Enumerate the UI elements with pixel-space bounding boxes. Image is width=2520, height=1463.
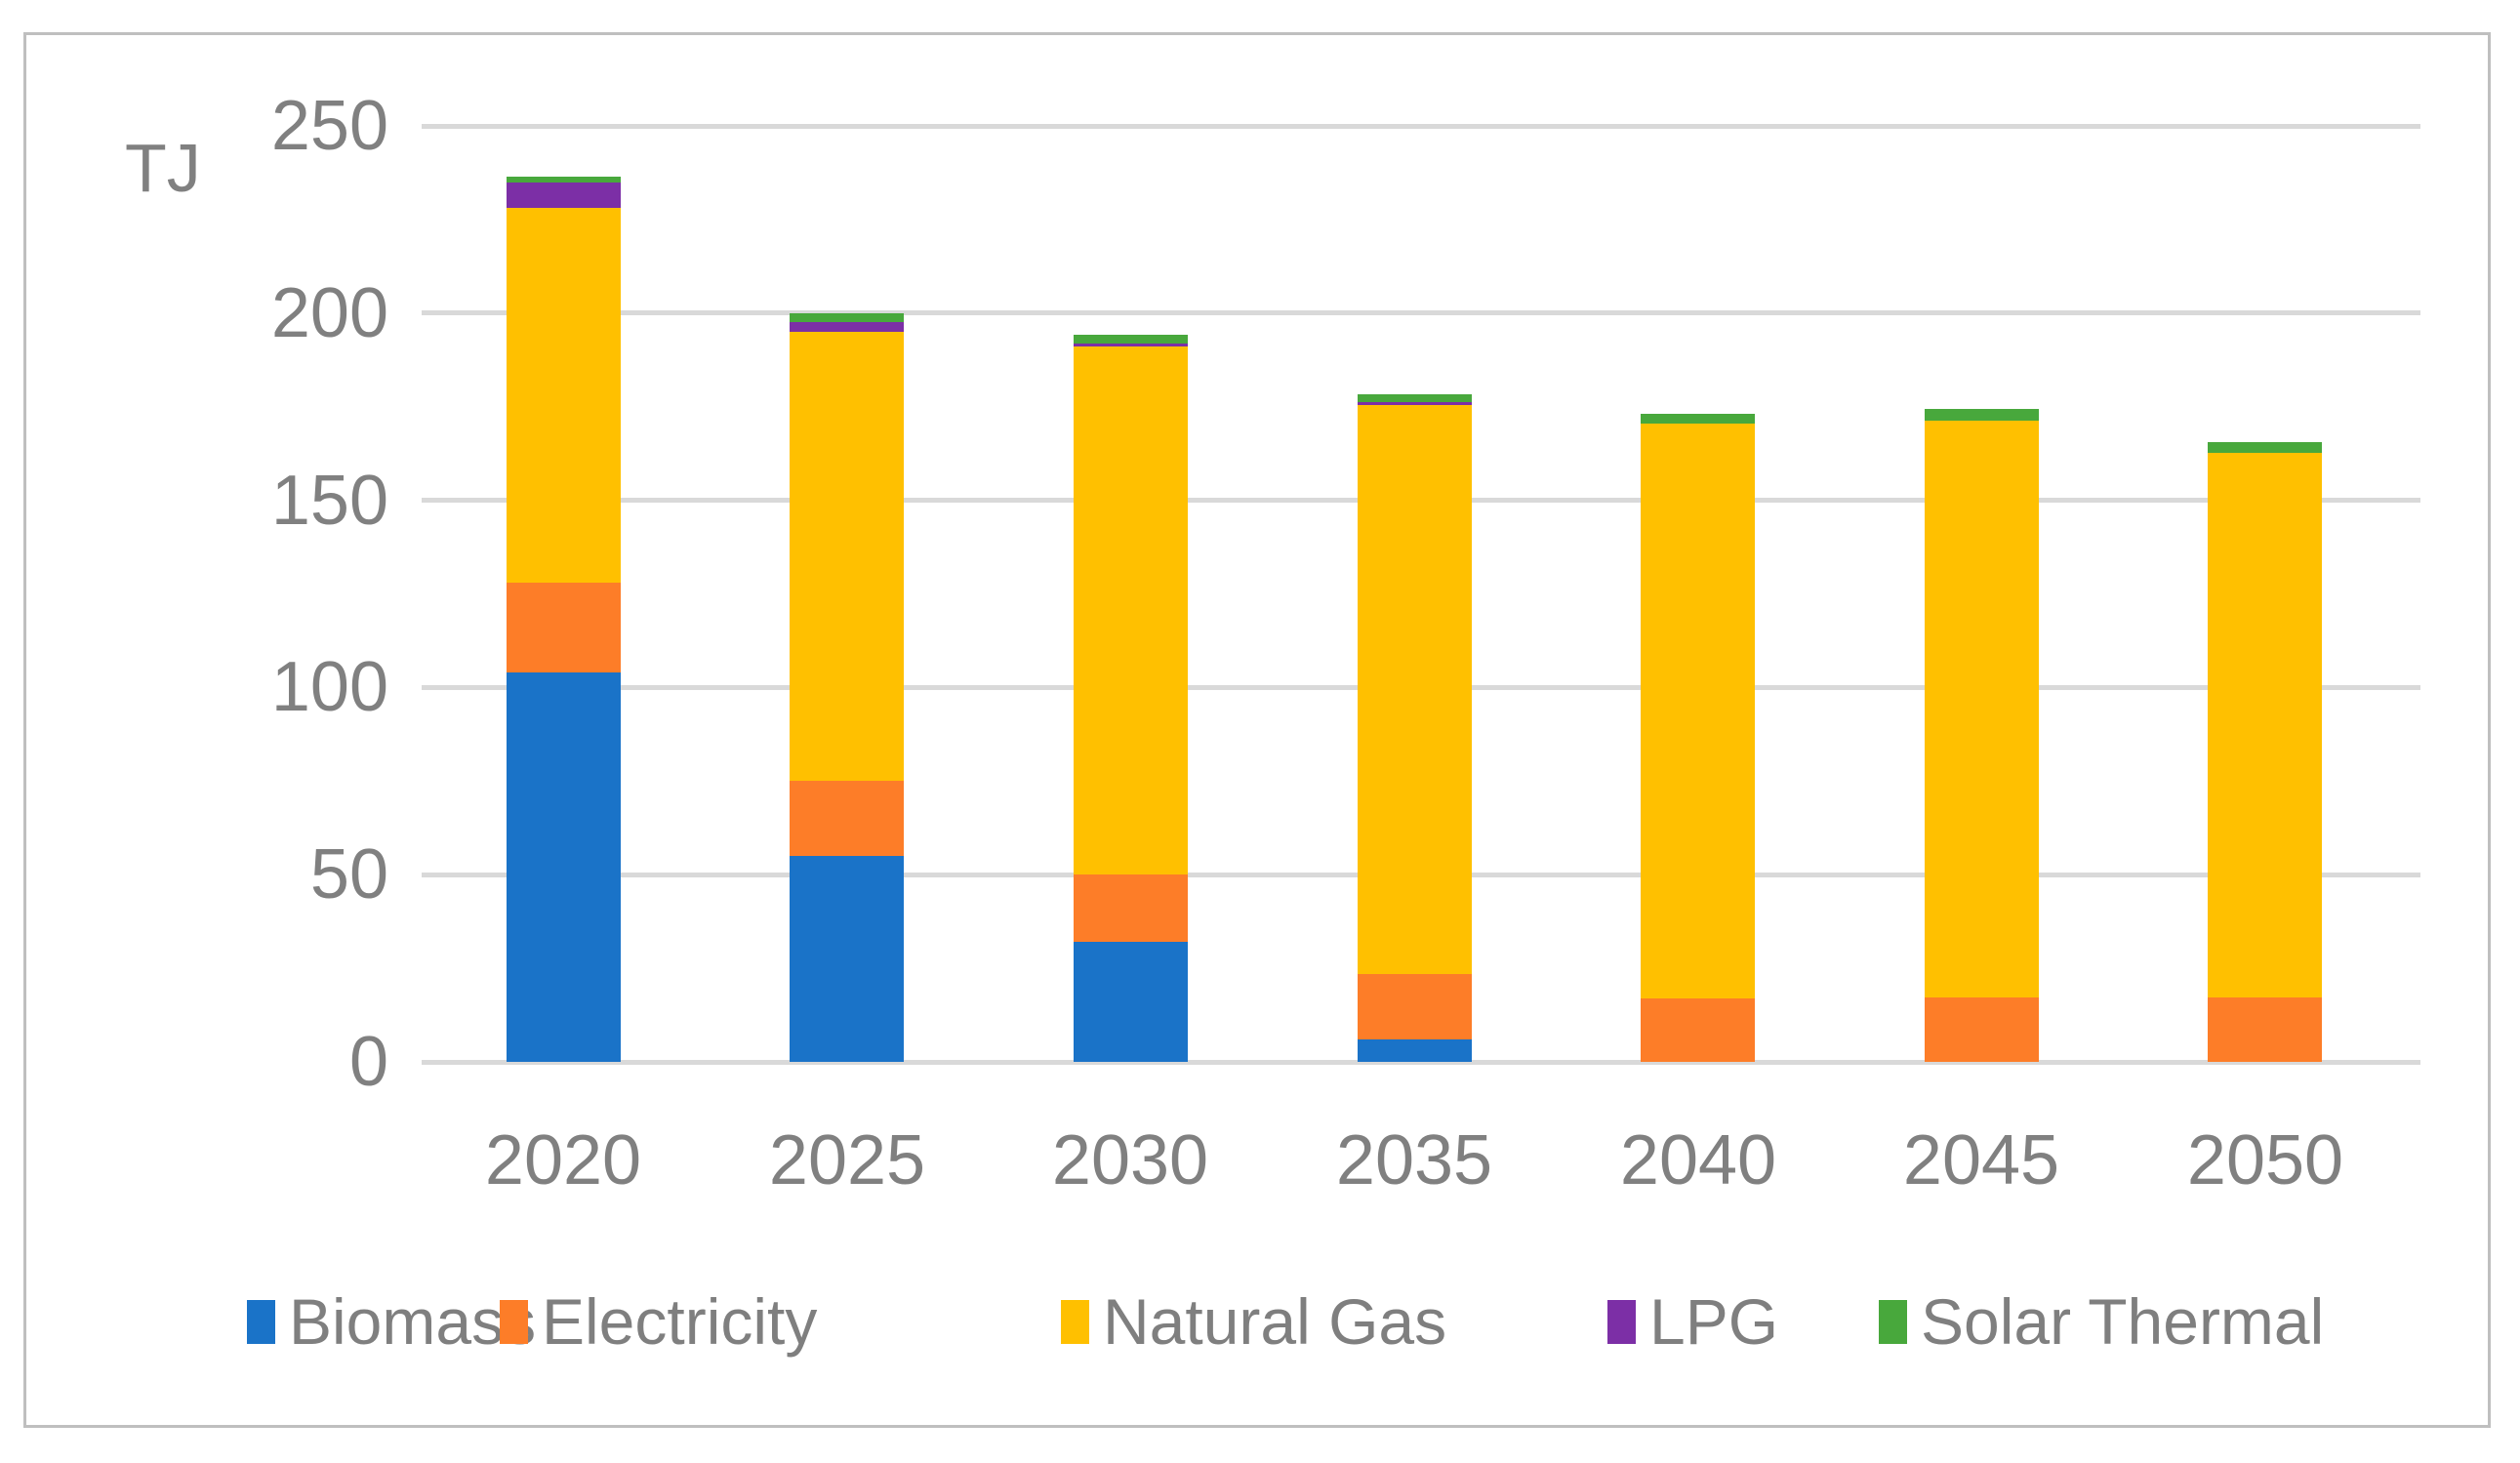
bar-2025-segment-electricity [790, 781, 904, 857]
y-tick-label-200: 200 [270, 274, 388, 352]
legend-item-solar-thermal: Solar Thermal [1879, 1285, 2325, 1358]
legend-item-electricity: Electricity [500, 1285, 818, 1358]
legend-item-natural-gas: Natural Gas [1061, 1285, 1447, 1358]
legend-label-lpg: LPG [1649, 1285, 1779, 1358]
bar-2035-segment-lpg [1358, 402, 1472, 405]
x-axis-label-2040: 2040 [1619, 1121, 1777, 1199]
bar-2030-segment-electricity [1074, 874, 1188, 943]
legend-swatch-biomass [247, 1299, 275, 1344]
legend-item-biomass: Biomass [247, 1285, 537, 1358]
bar-2035-segment-electricity [1358, 973, 1472, 1039]
bar-2045-segment-natural-gas [1925, 420, 2039, 997]
y-tick-label-250: 250 [270, 87, 388, 165]
legend-label-solar-thermal: Solar Thermal [1921, 1285, 2325, 1358]
bar-2040-segment-solar-thermal [1641, 413, 1755, 424]
x-axis-label-2030: 2030 [1051, 1121, 1209, 1199]
gridline-0 [422, 1060, 2420, 1065]
bar-2040-segment-electricity [1641, 997, 1755, 1062]
x-axis-label-2050: 2050 [2186, 1121, 2344, 1199]
legend-swatch-solar-thermal [1879, 1299, 1907, 1344]
legend-label-biomass: Biomass [289, 1285, 537, 1358]
legend-swatch-electricity [500, 1299, 528, 1344]
bar-2025-segment-biomass [790, 856, 904, 1062]
bar-2020-segment-solar-thermal [507, 176, 621, 183]
bar-2020-segment-natural-gas [507, 208, 621, 583]
bar-2020-segment-biomass [507, 672, 621, 1062]
bar-2045-segment-solar-thermal [1925, 409, 2039, 421]
bar-2040-segment-natural-gas [1641, 423, 1755, 998]
y-tick-label-100: 100 [270, 648, 388, 726]
bar-2035-segment-solar-thermal [1358, 394, 1472, 403]
bar-2050-segment-natural-gas [2208, 452, 2322, 997]
bar-2035-segment-natural-gas [1358, 404, 1472, 974]
y-tick-label-50: 50 [309, 835, 388, 914]
x-axis-label-2020: 2020 [484, 1121, 642, 1199]
legend-label-electricity: Electricity [542, 1285, 818, 1358]
chart-frame [23, 32, 2491, 1428]
x-axis-label-2025: 2025 [768, 1121, 926, 1199]
bar-2045-segment-electricity [1925, 996, 2039, 1062]
y-tick-label-150: 150 [270, 462, 388, 540]
legend-item-lpg: LPG [1607, 1285, 1779, 1358]
gridline-250 [422, 124, 2420, 129]
bar-2050-segment-solar-thermal [2208, 442, 2322, 453]
bar-2035-segment-biomass [1358, 1038, 1472, 1062]
bar-2050-segment-electricity [2208, 996, 2322, 1062]
legend-swatch-lpg [1607, 1299, 1636, 1344]
bar-2030-segment-lpg [1074, 343, 1188, 347]
y-axis-title: TJ [125, 130, 201, 206]
bar-2020-segment-electricity [507, 583, 621, 673]
bar-2025-segment-solar-thermal [790, 312, 904, 323]
bar-2030-segment-solar-thermal [1074, 335, 1188, 344]
y-tick-label-0: 0 [348, 1023, 388, 1101]
bar-2025-segment-natural-gas [790, 332, 904, 782]
legend-label-natural-gas: Natural Gas [1103, 1285, 1447, 1358]
x-axis-label-2045: 2045 [1902, 1121, 2060, 1199]
gridline-200 [422, 310, 2420, 315]
bar-2025-segment-lpg [790, 322, 904, 332]
bar-2030-segment-biomass [1074, 942, 1188, 1062]
x-axis-label-2035: 2035 [1335, 1121, 1493, 1199]
bar-2020-segment-lpg [507, 182, 621, 209]
bar-2030-segment-natural-gas [1074, 346, 1188, 875]
legend-swatch-natural-gas [1061, 1299, 1089, 1344]
